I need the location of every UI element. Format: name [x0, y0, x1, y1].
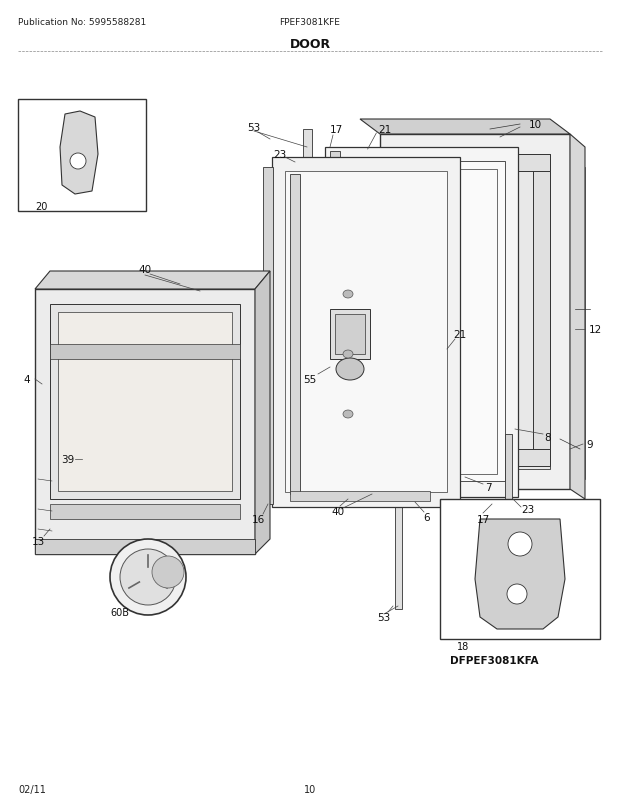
Text: 16: 16 [251, 514, 265, 525]
Polygon shape [255, 272, 270, 554]
Text: 17: 17 [329, 125, 343, 135]
Text: 10: 10 [304, 784, 316, 794]
Polygon shape [340, 162, 505, 481]
Text: DFPEF3081KFA: DFPEF3081KFA [450, 655, 539, 665]
Text: 39: 39 [61, 455, 74, 464]
Text: 20: 20 [35, 202, 47, 212]
Polygon shape [392, 449, 550, 467]
Text: 53: 53 [247, 123, 260, 133]
Ellipse shape [343, 411, 353, 419]
Text: 7: 7 [485, 482, 491, 492]
Polygon shape [355, 164, 363, 489]
Circle shape [70, 154, 86, 170]
Text: 10: 10 [528, 119, 541, 130]
Circle shape [507, 585, 527, 604]
Polygon shape [50, 504, 240, 520]
Circle shape [110, 539, 186, 615]
Text: 12: 12 [588, 325, 601, 334]
Text: 4: 4 [24, 375, 30, 384]
Text: 53: 53 [378, 612, 391, 622]
Polygon shape [570, 135, 585, 500]
Polygon shape [360, 119, 570, 135]
FancyBboxPatch shape [18, 100, 146, 212]
Ellipse shape [343, 350, 353, 358]
Text: DOOR: DOOR [290, 38, 330, 51]
Polygon shape [50, 305, 240, 500]
Polygon shape [35, 272, 270, 290]
Polygon shape [395, 504, 402, 610]
Text: Publication No: 5995588281: Publication No: 5995588281 [18, 18, 146, 27]
Polygon shape [285, 172, 447, 492]
Polygon shape [290, 492, 430, 501]
Polygon shape [60, 111, 98, 195]
Circle shape [120, 549, 176, 606]
Text: 17: 17 [476, 514, 490, 525]
Text: 40: 40 [332, 506, 345, 516]
Polygon shape [392, 160, 410, 464]
Polygon shape [400, 155, 550, 469]
Polygon shape [303, 130, 312, 500]
Polygon shape [50, 345, 240, 359]
Polygon shape [533, 160, 550, 464]
Polygon shape [335, 314, 365, 354]
Text: FPEF3081KFE: FPEF3081KFE [280, 18, 340, 27]
Polygon shape [272, 158, 460, 508]
Polygon shape [290, 175, 300, 494]
Polygon shape [490, 164, 500, 460]
Polygon shape [35, 539, 255, 554]
Polygon shape [505, 435, 512, 514]
Text: 21: 21 [378, 125, 391, 135]
Polygon shape [475, 520, 565, 630]
Circle shape [508, 533, 532, 557]
Polygon shape [380, 135, 570, 489]
Text: 8: 8 [545, 432, 551, 443]
Polygon shape [263, 168, 273, 504]
Text: 21: 21 [453, 330, 467, 339]
Ellipse shape [336, 358, 364, 380]
Text: 55: 55 [303, 375, 317, 384]
Text: 13: 13 [32, 537, 45, 546]
Text: 40: 40 [138, 265, 151, 274]
Text: 60B: 60B [110, 607, 129, 618]
Text: 23: 23 [521, 504, 534, 514]
Text: 23: 23 [273, 150, 286, 160]
Polygon shape [325, 148, 518, 497]
Text: 6: 6 [423, 512, 430, 522]
Polygon shape [392, 155, 550, 172]
Polygon shape [58, 313, 232, 492]
Text: 18: 18 [457, 642, 469, 651]
Text: 02/11: 02/11 [18, 784, 46, 794]
Circle shape [152, 557, 184, 588]
FancyBboxPatch shape [440, 500, 600, 639]
Polygon shape [35, 290, 255, 554]
Text: 9: 9 [587, 439, 593, 449]
Polygon shape [330, 152, 340, 492]
Polygon shape [330, 310, 370, 359]
Ellipse shape [343, 290, 353, 298]
